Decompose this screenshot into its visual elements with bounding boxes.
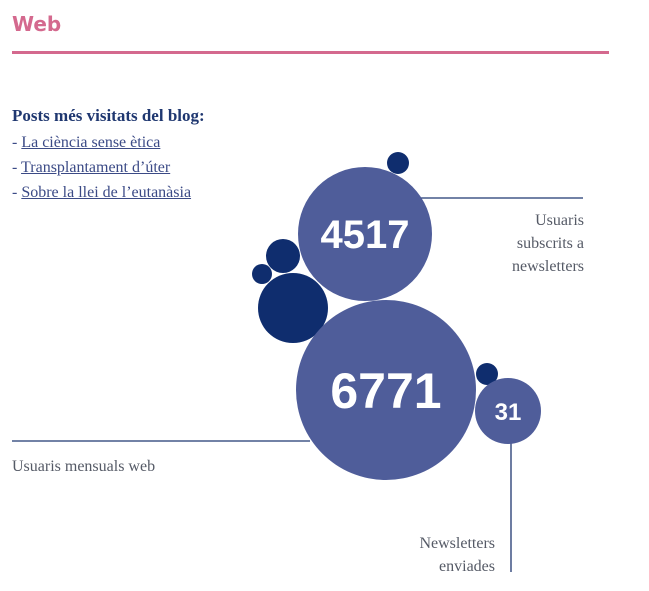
newsletters-sent-label: Newsletters enviades: [380, 532, 495, 578]
newsletters-sent-label-line: Newsletters: [419, 535, 495, 552]
blog-popular-posts: Posts més visitats del blog: - La ciènci…: [12, 106, 205, 205]
subscribers-bubble: [298, 167, 432, 301]
decorative-bubble: [476, 363, 498, 385]
blog-heading: Posts més visitats del blog:: [12, 106, 205, 125]
post-link-llei-eutanasia[interactable]: Sobre la llei de l’eutanàsia: [21, 184, 192, 201]
subscribers-label-line: subscrits a: [516, 235, 584, 252]
monthly-users-value: 6771: [330, 363, 441, 419]
list-dash: -: [12, 134, 22, 151]
list-dash: -: [12, 159, 22, 176]
list-item: - Transplantament d’úter: [12, 155, 205, 180]
post-list: - La ciència sense ètica - Transplantame…: [12, 130, 205, 205]
list-item: - La ciència sense ètica: [12, 130, 205, 155]
decorative-bubble: [387, 152, 409, 174]
newsletters-sent-label-line: enviades: [439, 558, 495, 575]
decorative-bubble: [252, 264, 272, 284]
decorative-bubble: [266, 239, 300, 273]
monthly-users-label: Usuaris mensuals web: [12, 458, 156, 475]
subscribers-label-line: newsletters: [512, 258, 584, 275]
subscribers-label-line: Usuaris: [535, 212, 584, 229]
decorative-bubble: [258, 273, 328, 343]
subscribers-value: 4517: [321, 213, 410, 257]
post-link-transplantament-uter[interactable]: Transplantament d’úter: [21, 159, 171, 176]
title-divider: [12, 51, 609, 54]
subscribers-label: Usuaris subscrits a newsletters: [464, 209, 584, 278]
post-link-ciencia-sense-etica[interactable]: La ciència sense ètica: [21, 134, 161, 151]
list-dash: -: [12, 184, 22, 201]
section-title: Web: [12, 12, 62, 36]
monthly-users-bubble: [296, 300, 476, 480]
list-item: - Sobre la llei de l’eutanàsia: [12, 180, 205, 205]
newsletters-sent-bubble: [475, 378, 541, 444]
newsletters-sent-value: 31: [495, 399, 522, 426]
